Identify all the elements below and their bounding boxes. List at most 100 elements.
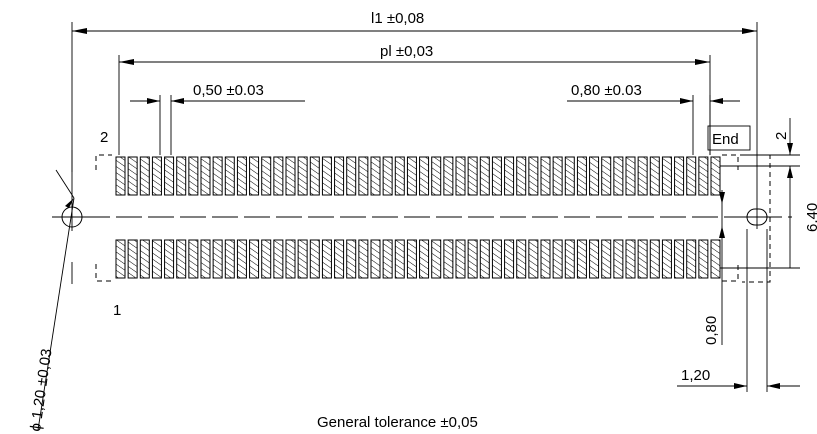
- pad-bottom: [249, 239, 260, 279]
- pad-top: [249, 156, 260, 196]
- pad-top: [455, 156, 466, 196]
- pad-top: [236, 156, 247, 196]
- pad-bottom: [516, 239, 527, 279]
- pad-top: [188, 156, 199, 196]
- pad-bottom: [540, 239, 551, 279]
- pad-top: [564, 156, 575, 196]
- pad-bottom: [188, 239, 199, 279]
- pad-bottom: [564, 239, 575, 279]
- pad-bottom: [346, 239, 357, 279]
- dimension-diameter-label: ϕ 1,20 ±0,03: [27, 348, 55, 433]
- pad-top: [686, 156, 697, 196]
- dimension-end-gap: [567, 95, 740, 155]
- pad-top: [576, 156, 587, 196]
- pad-bottom: [139, 239, 150, 279]
- pad-bottom: [625, 239, 636, 279]
- pad-bottom: [552, 239, 563, 279]
- pad-top: [394, 156, 405, 196]
- pad-top: [613, 156, 624, 196]
- pad-top: [552, 156, 563, 196]
- pad-bottom: [467, 239, 478, 279]
- pad-bottom: [686, 239, 697, 279]
- pad-bottom: [479, 239, 490, 279]
- pad-bottom: [649, 239, 660, 279]
- pad-bottom: [164, 239, 175, 279]
- dimension-hole-width: [677, 229, 800, 392]
- pad-bottom: [370, 239, 381, 279]
- dimension-pl: [118, 55, 711, 155]
- dimension-width-label: 6,40: [804, 203, 817, 232]
- pad-bottom: [443, 239, 454, 279]
- pad-top: [358, 156, 369, 196]
- dimension-hole-width-label: 1,20: [681, 367, 710, 384]
- pad-bottom: [309, 239, 320, 279]
- pad-bottom: [334, 239, 345, 279]
- pad-top: [589, 156, 600, 196]
- dimension-pitch: [130, 95, 305, 155]
- pad-row-bottom: [115, 239, 721, 279]
- pad-top: [309, 156, 320, 196]
- dimension-l1-label: l1 ±0,08: [371, 10, 424, 27]
- pad-top: [431, 156, 442, 196]
- pad-bottom: [200, 239, 211, 279]
- pad-top: [419, 156, 430, 196]
- pad-top: [212, 156, 223, 196]
- pad-top: [261, 156, 272, 196]
- pad-bottom: [589, 239, 600, 279]
- pad-bottom: [127, 239, 138, 279]
- pad-bottom: [285, 239, 296, 279]
- pad-top: [540, 156, 551, 196]
- pad-bottom: [698, 239, 709, 279]
- pad-bottom: [321, 239, 332, 279]
- pad-top: [649, 156, 660, 196]
- dimension-width: [720, 166, 800, 269]
- pad-top: [637, 156, 648, 196]
- pad-top: [625, 156, 636, 196]
- pad-top: [528, 156, 539, 196]
- pad-bottom: [637, 239, 648, 279]
- pad-bottom: [115, 239, 126, 279]
- dimension-pl-label: pl ±0,03: [380, 43, 433, 60]
- pad-bottom: [504, 239, 515, 279]
- dimension-pitch-label: 0,50 ±0.03: [193, 82, 264, 99]
- pad-bottom: [212, 239, 223, 279]
- pad-bottom: [491, 239, 502, 279]
- pad-top: [504, 156, 515, 196]
- pad-bottom: [674, 239, 685, 279]
- pad-bottom: [661, 239, 672, 279]
- pad-top: [127, 156, 138, 196]
- pad-top: [164, 156, 175, 196]
- dimension-l1: [71, 22, 758, 205]
- pad-top: [273, 156, 284, 196]
- pad-bottom: [297, 239, 308, 279]
- pad-top: [467, 156, 478, 196]
- pad-bottom: [382, 239, 393, 279]
- pin-2-label: 2: [100, 129, 108, 146]
- pad-bottom: [261, 239, 272, 279]
- pad-top: [382, 156, 393, 196]
- end-label-box: [707, 125, 751, 151]
- pad-top: [297, 156, 308, 196]
- pad-top: [115, 156, 126, 196]
- pad-bottom: [224, 239, 235, 279]
- pad-top: [479, 156, 490, 196]
- pad-top: [151, 156, 162, 196]
- pad-bottom: [613, 239, 624, 279]
- pad-bottom: [176, 239, 187, 279]
- pad-bottom: [394, 239, 405, 279]
- dimension-end-offset-label: 2: [773, 132, 790, 140]
- pad-top: [406, 156, 417, 196]
- pad-bottom: [273, 239, 284, 279]
- pad-top: [346, 156, 357, 196]
- pad-top: [370, 156, 381, 196]
- pad-top: [516, 156, 527, 196]
- pad-top: [224, 156, 235, 196]
- dimension-hole-offset-label: 0,80: [703, 316, 720, 345]
- pad-bottom: [236, 239, 247, 279]
- pad-top: [661, 156, 672, 196]
- dimension-end-offset: [720, 118, 800, 178]
- pad-bottom: [601, 239, 612, 279]
- slot-hole: [743, 205, 771, 229]
- dimension-end-gap-label: 0,80 ±0.03: [571, 82, 642, 99]
